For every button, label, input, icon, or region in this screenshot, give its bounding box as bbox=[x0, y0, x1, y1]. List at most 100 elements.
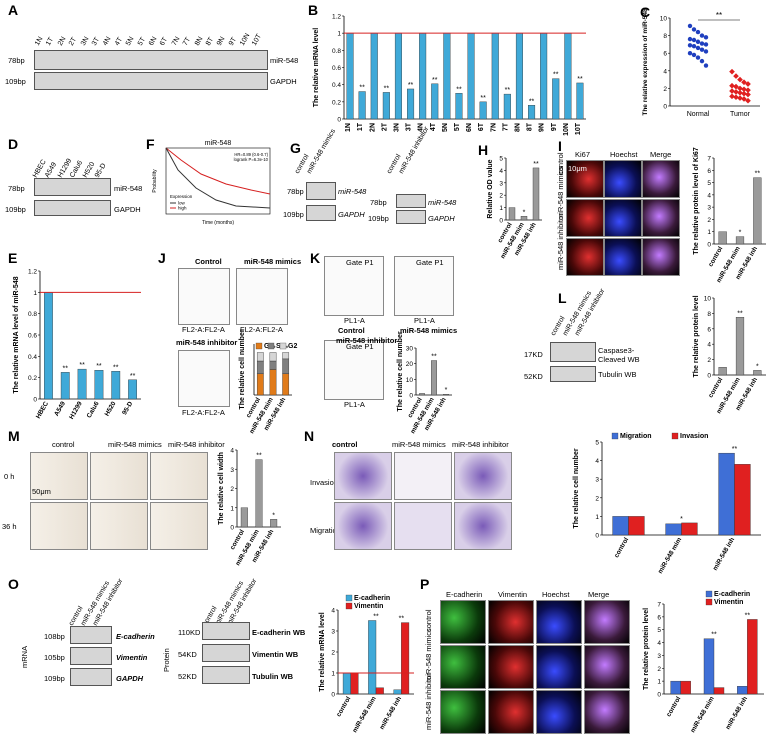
panel-c-ytick-label: 0 bbox=[663, 104, 667, 111]
panel-b-sig: ** bbox=[456, 86, 462, 93]
panel-d-mir548-gel bbox=[34, 178, 111, 196]
panel-p-col-4: Merge bbox=[588, 590, 610, 599]
panel-b-category-label: 2N bbox=[369, 123, 376, 132]
panel-b-category-label: 8T bbox=[527, 122, 534, 131]
panel-j-bar-miR-548-mim-G1 bbox=[269, 369, 277, 396]
panel-label-o: O bbox=[8, 576, 19, 592]
panel-a-lane-4T: 4T bbox=[113, 36, 124, 47]
panel-e-category-label: HBEC bbox=[35, 400, 50, 420]
panel-i-bar-miR-548-mim bbox=[735, 236, 745, 245]
panel-c-point-tumor bbox=[745, 97, 751, 104]
panel-o-mrna-size-1: 108bp bbox=[44, 632, 65, 641]
panel-j-histogram-control bbox=[178, 268, 230, 325]
panel-k-scatter-inhibitor bbox=[324, 340, 384, 400]
panel-b-category-label: 6T bbox=[478, 122, 485, 131]
panel-n-migration-control bbox=[334, 502, 392, 550]
panel-p-ytick-label: 5 bbox=[657, 627, 661, 634]
panel-k-scatter-mimics bbox=[394, 256, 454, 316]
panel-i-ytick-label: 7 bbox=[707, 156, 711, 163]
panel-i-bar-control bbox=[718, 231, 727, 245]
panel-p-sig: ** bbox=[711, 632, 717, 639]
panel-g-left-mir548-gel bbox=[306, 182, 336, 200]
panel-b-category-label: 5N bbox=[442, 123, 449, 132]
panel-g-right-gapdh-gel bbox=[396, 210, 426, 224]
panel-d-size-1: 78bp bbox=[8, 184, 25, 193]
panel-p-ytick-label: 7 bbox=[657, 602, 661, 609]
panel-e-ytick-label: 0 bbox=[33, 397, 37, 404]
panel-o-legend-swatch bbox=[345, 594, 353, 602]
panel-a-lane-6N: 6N bbox=[147, 35, 159, 47]
panel-label-l: L bbox=[558, 290, 567, 306]
panel-h-ytick-label: 1 bbox=[499, 205, 503, 212]
panel-b-sig: ** bbox=[505, 87, 511, 94]
panel-o-ytick-label: 3 bbox=[331, 629, 335, 636]
panel-i-ytick-label: 6 bbox=[707, 168, 711, 175]
panel-o-prot-size-1: 110KD bbox=[178, 628, 201, 637]
panel-m-ytick-label: 4 bbox=[230, 448, 234, 455]
panel-e-bar-Calu6 bbox=[94, 369, 104, 400]
panel-a-lane-8N: 8N bbox=[193, 35, 205, 47]
panel-o-mrna-target-3: GAPDH bbox=[116, 674, 144, 683]
panel-c-ylabel: The relative expression of miR-548 bbox=[642, 8, 649, 116]
panel-o-category-label: miR-548 mim bbox=[351, 695, 377, 734]
panel-k-xlabel-1: PL1-A bbox=[344, 316, 365, 325]
panel-b-bar-4N bbox=[419, 32, 427, 120]
panel-l-bar-miR-548-inh bbox=[753, 370, 762, 376]
panel-k-gate-3: Gate P1 bbox=[346, 342, 374, 351]
panel-a-lane-9N: 9N bbox=[216, 35, 227, 47]
panel-c-point-normal bbox=[695, 39, 701, 44]
panel-e-bar-A549 bbox=[60, 372, 70, 400]
panel-o-bar-miR-548-mim-E-cadherin bbox=[368, 620, 377, 695]
panel-c-chart: 0 2 4 6 8 10 The relative expression of miR-54… bbox=[642, 8, 760, 118]
panel-h-ytick-label: 5 bbox=[499, 156, 503, 163]
panel-p-category-label: control bbox=[665, 695, 682, 718]
panel-b-category-label: 1T bbox=[357, 122, 364, 131]
panel-n-col-2: miR-548 mimics bbox=[392, 440, 446, 449]
panel-i-col-2: Hoechst bbox=[610, 150, 638, 159]
panel-e-bar-H520 bbox=[111, 371, 121, 400]
panel-l-ylabel: The relative protein level bbox=[693, 295, 700, 377]
panel-n-bar-miR-548-mim-Invasion bbox=[681, 522, 698, 536]
panel-b-category-label: 3T bbox=[406, 122, 413, 131]
panel-p-chart: 0 1 2 3 4 5 6 7 The relative protein level contro… bbox=[643, 590, 764, 734]
panel-b-bar-2T bbox=[382, 92, 390, 120]
panel-p-sig: ** bbox=[745, 612, 751, 619]
panel-label-p: P bbox=[420, 576, 430, 592]
panel-j-legend-swatch bbox=[279, 342, 287, 350]
panel-i-merge-control bbox=[642, 160, 680, 198]
panel-o-prot-size-3: 52KD bbox=[178, 672, 197, 681]
panel-a-lane-7N: 7N bbox=[170, 35, 182, 47]
panel-g-right-mir548-gel bbox=[396, 194, 426, 208]
panel-c-point-normal bbox=[699, 47, 705, 52]
panel-j-xlabel-1: FL2-A:FL2-A bbox=[182, 325, 225, 334]
panel-m-sig: * bbox=[272, 512, 275, 519]
panel-l-bar-control bbox=[718, 367, 727, 376]
panel-j-title-1: Control bbox=[195, 257, 222, 266]
panel-j-legend-label: S bbox=[276, 343, 281, 350]
panel-b-bar-9N bbox=[540, 32, 548, 120]
panel-i-chart: 0 1 2 3 4 5 6 7 The relative protein level of Ki… bbox=[693, 147, 766, 284]
panel-b-sig: ** bbox=[577, 76, 583, 83]
panel-i-hoechst-mimics bbox=[604, 199, 642, 237]
panel-e-ytick-label: 0.4 bbox=[28, 354, 37, 361]
panel-f-stats-p: logrank P=6.3e-10 bbox=[234, 157, 269, 162]
panel-n-ytick-label: 1 bbox=[595, 514, 599, 521]
panel-n-ylabel: The relative cell number bbox=[573, 448, 580, 528]
panel-g-size-2: 109bp bbox=[283, 210, 304, 219]
panel-k-scatter-control bbox=[324, 256, 384, 316]
panel-a-lane-1T: 1T bbox=[45, 36, 56, 47]
panel-j-ylabel: The relative cell number bbox=[239, 329, 246, 409]
panel-l-ytick-label: 6 bbox=[707, 326, 711, 333]
panel-p-legend-label: Vimentin bbox=[714, 599, 743, 606]
panel-f-title: miR-548 bbox=[205, 140, 232, 147]
panel-o-ytick-label: 4 bbox=[331, 608, 335, 615]
panel-n-invasion-mimics bbox=[394, 452, 452, 500]
panel-l-bar-miR-548-mim bbox=[735, 317, 745, 376]
panel-p-bar-control-E-cadherin bbox=[670, 680, 681, 695]
panel-m-image-inhibitor-36h bbox=[150, 502, 208, 550]
panel-e-chart: 0 0.2 0.4 0.6 0.8 1 1.2 The relative mRNA level… bbox=[13, 269, 141, 421]
panel-c-ytick-label: 4 bbox=[663, 68, 667, 75]
panel-b-category-label: 4T bbox=[430, 122, 437, 131]
